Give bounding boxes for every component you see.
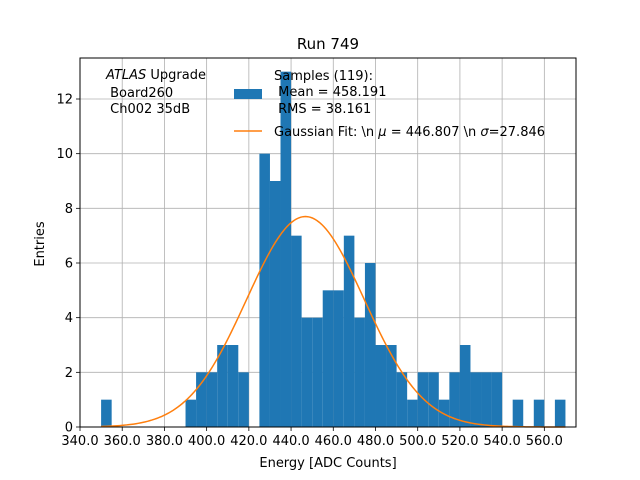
histogram-bar-0 (101, 399, 112, 427)
histogram-bar-19 (386, 345, 397, 427)
histogram-bar-15 (343, 235, 355, 427)
legend-fit-part-2: = 446.807 \n (387, 125, 481, 140)
histogram-bar-26 (459, 345, 471, 427)
legend-fit-mu: μ (377, 125, 386, 140)
legend-samples-line-3: RMS = 38.161 (274, 102, 371, 117)
plot-frame (79, 57, 577, 428)
x-tick-label-6: 460.0 (315, 434, 352, 449)
atlas-annotation: ATLAS Upgrade Board260 Ch002 35dB (105, 68, 206, 117)
histogram-bar-8 (269, 181, 281, 427)
legend-fit-part-3: =27.846 (489, 125, 545, 140)
histogram-bar-4 (217, 345, 228, 427)
histogram-bar-23 (428, 372, 439, 427)
histogram-bar-11 (301, 317, 313, 427)
histogram-bar-30 (512, 399, 524, 427)
legend-fit-sigma: σ (480, 125, 489, 140)
histogram-bar-10 (291, 235, 302, 427)
histogram-bar-18 (375, 345, 387, 427)
legend-fit-label: Gaussian Fit: \n μ = 446.807 \n σ=27.846 (274, 125, 545, 140)
legend-fit-part-1: Gaussian Fit: \n (274, 125, 378, 140)
histogram-bar-28 (481, 372, 492, 427)
legend-samples-line-2: Mean = 458.191 (274, 85, 386, 100)
histogram-bar-13 (322, 290, 334, 427)
y-tick-label-4: 8 (65, 202, 73, 217)
histogram-bar-21 (407, 399, 418, 427)
legend-samples-line-1: Samples (119): (274, 69, 373, 84)
annotation-upgrade: Upgrade (146, 68, 206, 83)
y-tick-label-3: 6 (65, 257, 73, 272)
histogram-bar-22 (417, 372, 429, 427)
x-tick-label-9: 520.0 (441, 434, 478, 449)
histogram-bar-3 (206, 372, 218, 427)
histogram-bar-16 (354, 317, 365, 427)
x-tick-label-2: 380.0 (146, 434, 183, 449)
x-tick-label-3: 400.0 (188, 434, 225, 449)
histogram-bar-17 (364, 263, 376, 427)
y-axis-ticks: 0 2 4 6 8 10 12 (56, 93, 80, 436)
y-tick-label-2: 4 (65, 311, 73, 326)
x-tick-label-5: 440.0 (272, 434, 309, 449)
legend: Samples (119): Mean = 458.191 RMS = 38.1… (234, 69, 545, 140)
x-axis-ticks: 340.0 360.0 380.0 400.0 420.0 440.0 460.0 480.0… (61, 427, 563, 449)
histogram-bar-31 (533, 399, 545, 427)
x-tick-label-0: 340.0 (61, 434, 98, 449)
histogram-bar-27 (470, 372, 482, 427)
histogram-bar-32 (554, 399, 566, 427)
histogram-bar-2 (196, 372, 207, 427)
x-tick-label-8: 500.0 (399, 434, 436, 449)
histogram-bar-29 (491, 372, 503, 427)
histogram-bars (101, 71, 566, 428)
x-tick-label-7: 480.0 (357, 434, 394, 449)
histogram-bar-14 (333, 290, 344, 427)
histogram-bar-6 (238, 372, 249, 427)
annotation-line-2: Board260 (106, 86, 173, 101)
histogram-bar-9 (280, 71, 292, 428)
y-tick-label-5: 10 (56, 147, 73, 162)
gaussian-fit-layer (101, 215, 566, 428)
histogram-bar-25 (449, 372, 460, 427)
histogram-bar-12 (312, 317, 323, 427)
gaussian-fit-curve (101, 215, 566, 428)
x-axis-label: Energy [ADC Counts] (259, 456, 396, 471)
y-axis-label: Entries (33, 221, 48, 267)
annotation-atlas: ATLAS (105, 68, 146, 83)
chart-title: Run 749 (297, 35, 359, 53)
histogram-bar-1 (185, 399, 197, 427)
y-tick-label-0: 0 (65, 421, 73, 436)
x-tick-label-4: 420.0 (230, 434, 267, 449)
annotation-line-1: ATLAS Upgrade (105, 68, 206, 83)
x-tick-label-10: 540.0 (484, 434, 521, 449)
y-tick-label-1: 2 (65, 366, 73, 381)
x-tick-label-1: 360.0 (104, 434, 141, 449)
histogram-bar-7 (259, 153, 270, 427)
histogram-bar-20 (396, 372, 408, 427)
y-tick-label-6: 12 (56, 93, 73, 108)
legend-samples-swatch (234, 89, 262, 99)
annotation-line-3: Ch002 35dB (106, 102, 190, 117)
histogram-bar-5 (227, 345, 239, 427)
x-tick-label-11: 560.0 (526, 434, 563, 449)
